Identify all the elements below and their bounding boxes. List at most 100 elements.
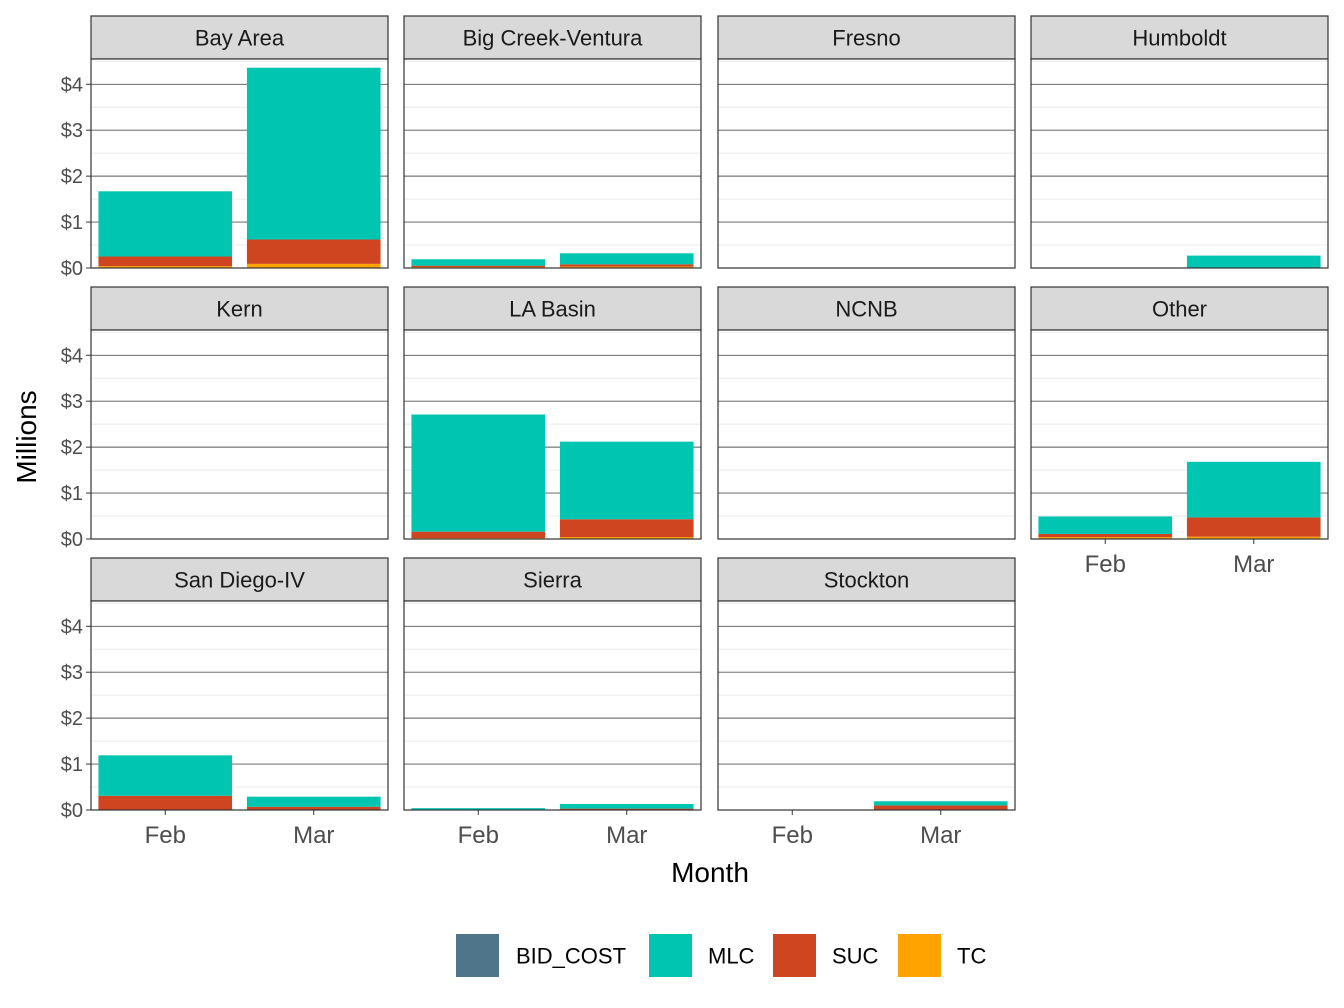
- facet-strip: [403, 286, 702, 331]
- facet-strip: [403, 557, 702, 602]
- x-tick-label: Feb: [145, 822, 186, 849]
- y-tick-label: $4: [61, 345, 83, 367]
- y-tick-label: $3: [61, 391, 83, 413]
- bar-suc-mar: [559, 264, 694, 267]
- bar-mlc-mar: [559, 804, 694, 809]
- facet-strip: [403, 15, 702, 60]
- panel-border: [90, 329, 389, 540]
- bar-tc-mar: [1186, 536, 1321, 539]
- plot-background: [718, 601, 1015, 810]
- x-axis-title: Month: [671, 857, 749, 888]
- plot-background: [91, 330, 388, 539]
- bar-suc-feb: [98, 795, 233, 810]
- y-tick-label: $2: [61, 708, 83, 730]
- bar-suc-mar: [1186, 517, 1321, 537]
- facet-strip: [717, 15, 1016, 60]
- panel-border: [90, 58, 389, 269]
- bar-suc-mar: [873, 805, 1008, 810]
- legend-item-bid-cost: BID_COST: [456, 934, 626, 977]
- facet-strip-label: Humboldt: [1132, 26, 1226, 51]
- facet-sierra: Sierra Feb Mar: [403, 557, 702, 849]
- y-axis-title: Millions: [11, 390, 42, 483]
- bar-mlc-mar: [559, 253, 694, 265]
- panel-border: [90, 600, 389, 811]
- x-tick-label: Mar: [606, 822, 647, 849]
- plot-background: [404, 601, 701, 810]
- facet-strip: [90, 286, 389, 331]
- plot-background: [718, 59, 1015, 268]
- facet-humboldt: Humboldt: [1030, 15, 1329, 269]
- y-tick-label: $2: [61, 166, 83, 188]
- facet-strip-label: LA Basin: [509, 297, 596, 322]
- facet-bay-area: Bay Area $0 $1 $2 $3 $4: [61, 15, 389, 280]
- legend-label: SUC: [832, 944, 879, 969]
- bar-tc-feb: [1038, 537, 1173, 539]
- bar-mlc-feb: [98, 191, 233, 257]
- panel-border: [1030, 329, 1329, 540]
- facet-la-basin: LA Basin: [403, 286, 702, 540]
- x-tick-label: Feb: [772, 822, 813, 849]
- y-tick-label: $2: [61, 437, 83, 459]
- facet-stockton: Stockton Feb Mar: [717, 557, 1016, 849]
- plot-background: [404, 59, 701, 268]
- facet-panels: Bay Area $0 $1 $2 $3 $4 Big Creek-Ventura Fresn…: [61, 15, 1329, 849]
- bar-suc-mar: [559, 519, 694, 538]
- facet-strip: [1030, 286, 1329, 331]
- panel-border: [403, 329, 702, 540]
- bar-suc-feb: [1038, 533, 1173, 538]
- bar-tc-mar: [559, 537, 694, 539]
- y-tick-label: $4: [61, 616, 83, 638]
- x-tick-label: Mar: [293, 822, 334, 849]
- y-tick-label: $3: [61, 120, 83, 142]
- panel-border: [1030, 58, 1329, 269]
- facet-strip-label: Kern: [216, 297, 262, 322]
- bar-suc-feb: [411, 531, 546, 539]
- panel-border: [717, 329, 1016, 540]
- y-tick-label: $4: [61, 74, 83, 96]
- facet-strip: [717, 286, 1016, 331]
- bar-mlc-mar: [873, 801, 1008, 806]
- bar-suc-feb: [98, 256, 233, 267]
- legend-item-suc: SUC: [773, 934, 879, 977]
- facet-other: Other Feb Mar: [1030, 286, 1329, 578]
- panel-border: [403, 58, 702, 269]
- panel-border: [717, 600, 1016, 811]
- facet-ncnb: NCNB: [717, 286, 1016, 540]
- legend-item-mlc: MLC: [649, 934, 755, 977]
- facet-strip: [90, 15, 389, 60]
- y-tick-label: $1: [61, 483, 83, 505]
- bar-mlc-feb: [98, 755, 233, 796]
- legend-key: [773, 934, 816, 977]
- bar-suc-mar: [246, 806, 381, 810]
- y-tick-label: $3: [61, 662, 83, 684]
- facet-san-diego-iv: San Diego-IV $0 $1 $2 $3 $4 Feb Mar: [61, 557, 389, 849]
- bar-tc-feb: [98, 266, 233, 268]
- bar-tc-mar: [559, 266, 694, 268]
- bar-mlc-feb: [411, 808, 546, 810]
- bar-mlc-mar: [1186, 255, 1321, 268]
- x-tick-label: Mar: [1233, 551, 1274, 578]
- plot-background: [718, 330, 1015, 539]
- legend-item-tc: TC: [898, 934, 986, 977]
- facet-strip-label: Bay Area: [195, 26, 285, 51]
- facet-strip-label: NCNB: [835, 297, 897, 322]
- legend-key: [898, 934, 941, 977]
- y-tick-label: $0: [61, 529, 83, 551]
- panel-border: [717, 58, 1016, 269]
- facet-strip: [90, 557, 389, 602]
- legend-label: BID_COST: [516, 944, 626, 969]
- x-tick-label: Feb: [458, 822, 499, 849]
- facet-big-creek-ventura: Big Creek-Ventura: [403, 15, 702, 269]
- bar-suc-mar: [246, 239, 381, 264]
- facet-strip-label: Stockton: [824, 568, 910, 593]
- y-tick-label: $1: [61, 754, 83, 776]
- y-tick-label: $0: [61, 800, 83, 822]
- facet-strip-label: San Diego-IV: [174, 568, 305, 593]
- legend: BID_COST MLC SUC TC: [456, 934, 986, 977]
- x-tick-label: Mar: [920, 822, 961, 849]
- facet-strip: [1030, 15, 1329, 60]
- legend-key: [456, 934, 499, 977]
- facet-strip-label: Big Creek-Ventura: [463, 26, 644, 51]
- bar-mlc-mar: [559, 441, 694, 520]
